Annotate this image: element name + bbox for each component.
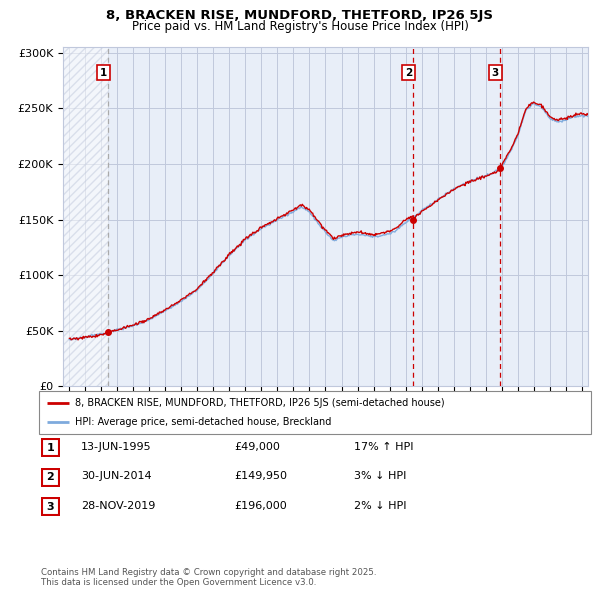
- FancyBboxPatch shape: [42, 440, 59, 456]
- Text: 8, BRACKEN RISE, MUNDFORD, THETFORD, IP26 5JS: 8, BRACKEN RISE, MUNDFORD, THETFORD, IP2…: [107, 9, 493, 22]
- Text: £149,950: £149,950: [234, 471, 287, 481]
- Text: 30-JUN-2014: 30-JUN-2014: [81, 471, 152, 481]
- Text: 28-NOV-2019: 28-NOV-2019: [81, 501, 155, 510]
- Text: HPI: Average price, semi-detached house, Breckland: HPI: Average price, semi-detached house,…: [75, 417, 331, 427]
- Text: Price paid vs. HM Land Registry's House Price Index (HPI): Price paid vs. HM Land Registry's House …: [131, 20, 469, 33]
- Text: Contains HM Land Registry data © Crown copyright and database right 2025.
This d: Contains HM Land Registry data © Crown c…: [41, 568, 376, 587]
- Text: 17% ↑ HPI: 17% ↑ HPI: [354, 442, 413, 451]
- Text: 3% ↓ HPI: 3% ↓ HPI: [354, 471, 406, 481]
- Text: 2: 2: [405, 68, 412, 78]
- Text: £196,000: £196,000: [234, 501, 287, 510]
- Text: 8, BRACKEN RISE, MUNDFORD, THETFORD, IP26 5JS (semi-detached house): 8, BRACKEN RISE, MUNDFORD, THETFORD, IP2…: [75, 398, 445, 408]
- Text: 3: 3: [491, 68, 499, 78]
- Bar: [63, 47, 109, 386]
- Text: 13-JUN-1995: 13-JUN-1995: [81, 442, 152, 451]
- Text: 2% ↓ HPI: 2% ↓ HPI: [354, 501, 407, 510]
- Text: 2: 2: [47, 473, 54, 482]
- Text: 1: 1: [47, 443, 54, 453]
- FancyBboxPatch shape: [39, 391, 591, 434]
- Text: 1: 1: [100, 68, 107, 78]
- Text: 3: 3: [47, 502, 54, 512]
- Text: £49,000: £49,000: [234, 442, 280, 451]
- FancyBboxPatch shape: [42, 469, 59, 486]
- FancyBboxPatch shape: [42, 499, 59, 515]
